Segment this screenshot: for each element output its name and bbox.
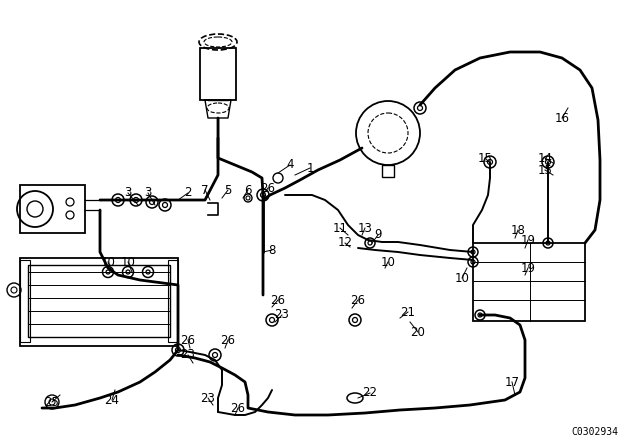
Text: 10: 10 (381, 255, 396, 268)
Bar (20, 185, 85, 233)
Text: 10: 10 (454, 271, 469, 284)
Text: 20: 20 (411, 326, 426, 339)
Text: 6: 6 (244, 184, 252, 197)
Text: 16: 16 (554, 112, 570, 125)
Text: 26: 26 (271, 293, 285, 306)
Text: 19: 19 (520, 233, 536, 246)
Text: 9: 9 (374, 228, 381, 241)
Text: 26: 26 (230, 401, 246, 414)
Text: 11: 11 (333, 221, 348, 234)
Text: 26: 26 (180, 333, 195, 346)
Text: 10: 10 (100, 255, 115, 268)
Text: 21: 21 (401, 306, 415, 319)
Bar (20, 258, 178, 346)
Text: 3: 3 (124, 186, 132, 199)
Text: 23: 23 (275, 309, 289, 322)
Text: 26: 26 (260, 181, 275, 194)
Bar (28, 265, 170, 337)
Text: 12: 12 (337, 237, 353, 250)
Text: 24: 24 (104, 393, 120, 406)
Text: 7: 7 (201, 184, 209, 197)
Text: 4: 4 (286, 159, 294, 172)
Text: 23: 23 (180, 349, 195, 362)
Text: 2: 2 (184, 186, 192, 199)
Text: 26: 26 (351, 293, 365, 306)
Bar (20, 260, 30, 342)
Text: 3: 3 (144, 186, 152, 199)
Bar (473, 243, 585, 321)
Text: 26: 26 (221, 333, 236, 346)
Bar (200, 48, 236, 100)
Text: 10: 10 (120, 255, 136, 268)
Text: 15: 15 (538, 164, 552, 177)
Bar (168, 260, 178, 342)
Text: 25: 25 (45, 396, 60, 409)
Text: 19: 19 (520, 262, 536, 275)
Text: 1: 1 (307, 161, 314, 175)
Text: 14: 14 (538, 151, 552, 164)
Text: 8: 8 (268, 244, 276, 257)
Text: 15: 15 (477, 151, 492, 164)
Bar (382, 165, 394, 177)
Text: 17: 17 (504, 375, 520, 388)
Text: 18: 18 (511, 224, 525, 237)
Text: 13: 13 (358, 221, 372, 234)
Text: 23: 23 (200, 392, 216, 405)
Text: C0302934: C0302934 (571, 427, 618, 437)
Text: 5: 5 (224, 184, 232, 197)
Text: 22: 22 (362, 387, 378, 400)
